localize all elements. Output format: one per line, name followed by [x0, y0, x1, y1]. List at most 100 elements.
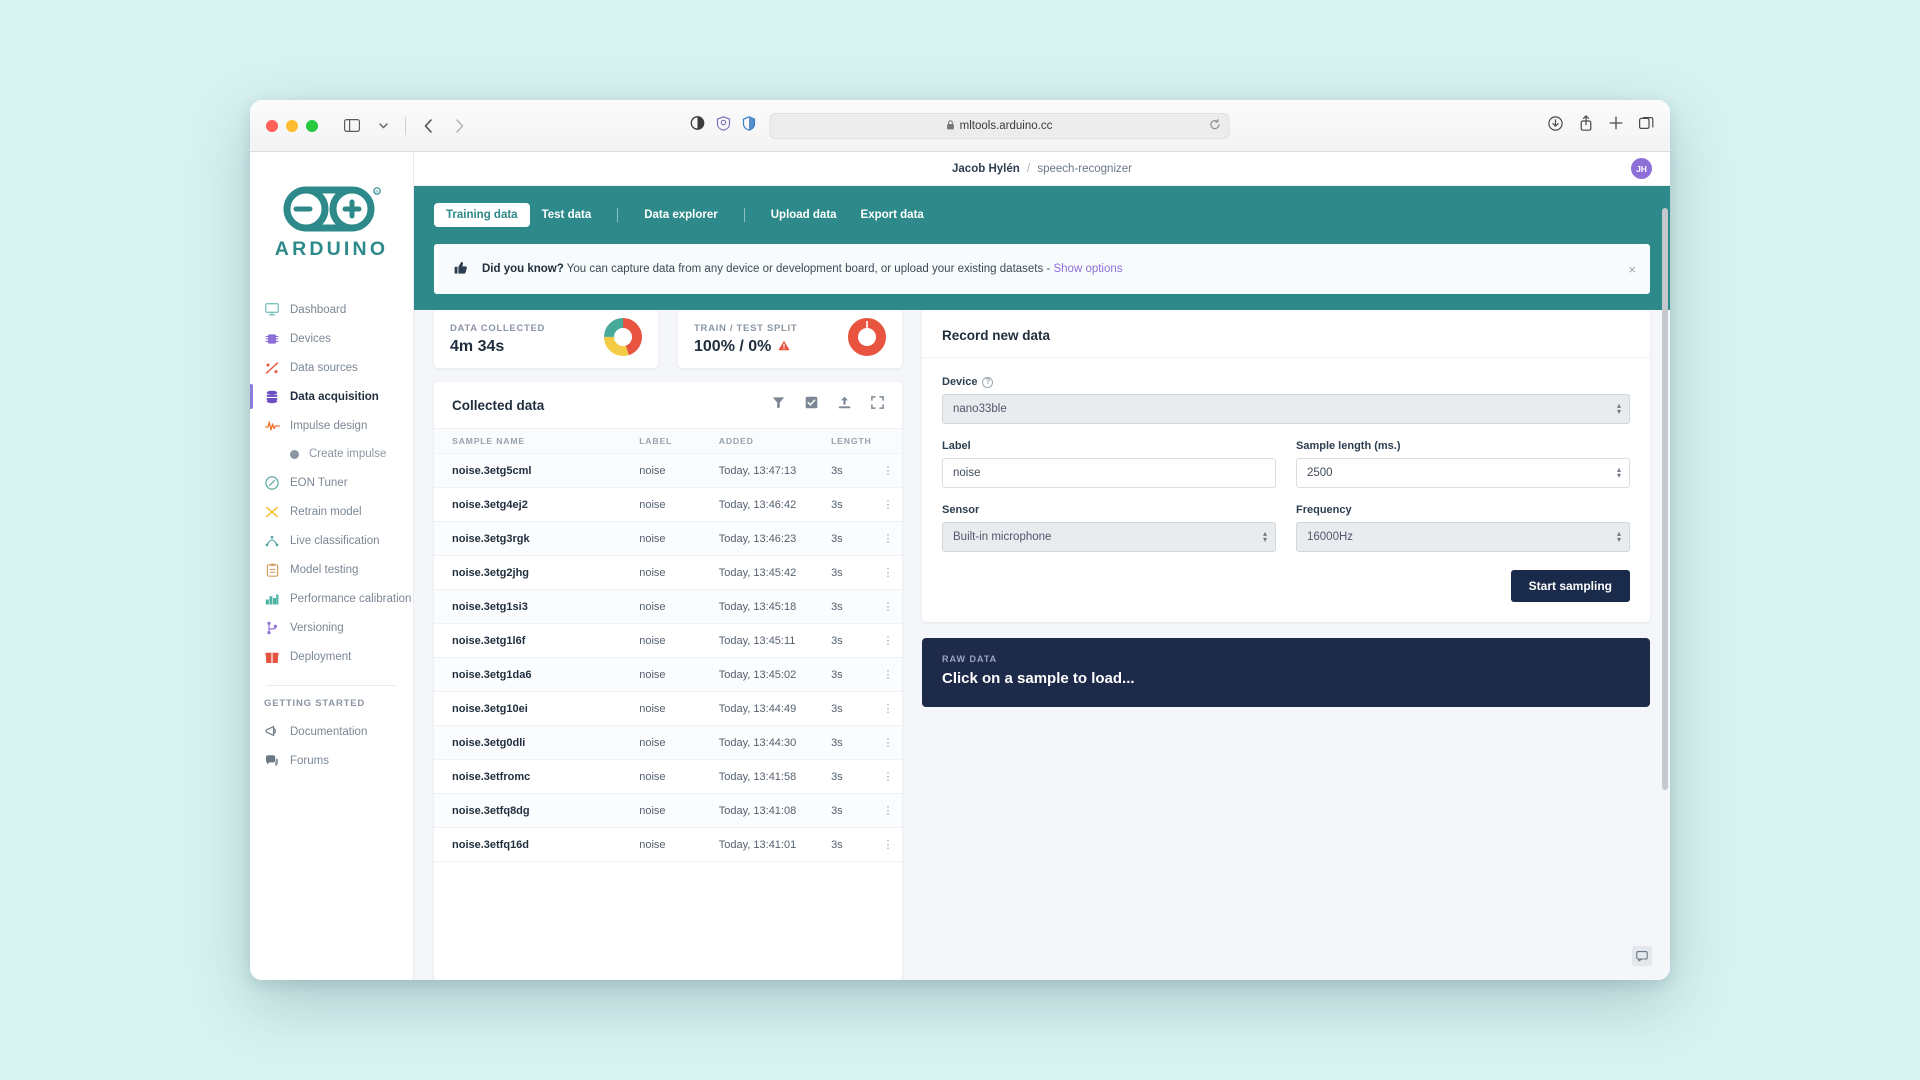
sensor-select[interactable]: Built-in microphone ▴ ▾	[942, 522, 1276, 552]
expand-icon[interactable]	[871, 396, 884, 414]
extension-icon[interactable]	[742, 115, 756, 136]
column-header-added[interactable]: ADDED	[700, 428, 814, 454]
feedback-icon[interactable]	[1632, 946, 1652, 966]
filter-icon[interactable]	[772, 396, 785, 414]
cell-sample-name[interactable]: noise.3etfq16d	[434, 827, 622, 862]
column-header-sample-name[interactable]: SAMPLE NAME	[434, 428, 622, 454]
cell-sample-name[interactable]: noise.3etg5cml	[434, 453, 622, 488]
sidebar-toggle-icon[interactable]	[338, 113, 366, 139]
label-input[interactable]: noise	[942, 458, 1276, 488]
number-stepper-icon[interactable]: ▴ ▾	[1616, 465, 1621, 480]
sidebar-item-forums[interactable]: Forums	[250, 746, 413, 775]
row-menu-icon[interactable]: ⋮	[873, 555, 902, 590]
row-menu-icon[interactable]: ⋮	[873, 657, 902, 692]
sidebar-item-dashboard[interactable]: Dashboard	[250, 295, 413, 324]
sidebar-item-create-impulse[interactable]: Create impulse	[250, 440, 413, 468]
cell-length: 3s	[813, 725, 874, 760]
sidebar-item-devices[interactable]: Devices	[250, 324, 413, 353]
tab-training-data[interactable]: Training data	[434, 203, 530, 227]
cell-sample-name[interactable]: noise.3etg2jhg	[434, 555, 622, 590]
table-row[interactable]: noise.3etg0dli noise Today, 13:44:30 3s ⋮	[434, 725, 902, 760]
row-menu-icon[interactable]: ⋮	[873, 623, 902, 658]
forward-arrow-icon[interactable]	[445, 113, 473, 139]
cell-sample-name[interactable]: noise.3etg1l6f	[434, 623, 622, 658]
row-menu-icon[interactable]: ⋮	[873, 827, 902, 862]
row-menu-icon[interactable]: ⋮	[873, 793, 902, 828]
start-sampling-button[interactable]: Start sampling	[1510, 570, 1630, 602]
download-icon[interactable]	[1548, 115, 1563, 136]
sidebar-item-data-acquisition[interactable]: Data acquisition	[250, 382, 413, 411]
column-header-length[interactable]: LENGTH	[813, 428, 874, 454]
sidebar-item-performance-calibration[interactable]: Performance calibration	[250, 584, 413, 613]
row-menu-icon[interactable]: ⋮	[873, 487, 902, 522]
column-header-label[interactable]: LABEL	[621, 428, 701, 454]
sidebar-item-versioning[interactable]: Versioning	[250, 613, 413, 642]
tab-test-data[interactable]: Test data	[541, 209, 592, 221]
upload-icon[interactable]	[838, 396, 851, 414]
breadcrumb-project[interactable]: speech-recognizer	[1037, 162, 1132, 175]
tab-data-explorer[interactable]: Data explorer	[644, 209, 718, 221]
sample-length-input[interactable]: 2500 ▴ ▾	[1296, 458, 1630, 488]
share-icon[interactable]	[1579, 115, 1593, 136]
table-row[interactable]: noise.3etg1da6 noise Today, 13:45:02 3s ⋮	[434, 657, 902, 692]
cell-sample-name[interactable]: noise.3etg0dli	[434, 725, 622, 760]
minimize-window-button[interactable]	[286, 119, 298, 132]
sidebar-item-model-testing[interactable]: Model testing	[250, 555, 413, 584]
cell-sample-name[interactable]: noise.3etg3rgk	[434, 521, 622, 556]
breadcrumb-user[interactable]: Jacob Hylén	[952, 162, 1020, 175]
row-menu-icon[interactable]: ⋮	[873, 589, 902, 624]
sidebar-item-live-classification[interactable]: Live classification	[250, 526, 413, 555]
address-bar[interactable]: mltools.arduino.cc	[769, 112, 1230, 139]
sidebar-item-retrain-model[interactable]: Retrain model	[250, 497, 413, 526]
table-row[interactable]: noise.3etg10ei noise Today, 13:44:49 3s ⋮	[434, 691, 902, 726]
cell-sample-name[interactable]: noise.3etfromc	[434, 759, 622, 794]
device-select[interactable]: nano33ble ▴ ▾	[942, 394, 1630, 424]
reader-mode-icon[interactable]	[690, 116, 705, 135]
sidebar-item-data-sources[interactable]: Data sources	[250, 353, 413, 382]
cell-sample-name[interactable]: noise.3etg4ej2	[434, 487, 622, 522]
table-row[interactable]: noise.3etg4ej2 noise Today, 13:46:42 3s ⋮	[434, 487, 902, 522]
new-tab-icon[interactable]	[1609, 116, 1623, 135]
row-menu-icon[interactable]: ⋮	[873, 521, 902, 556]
table-row[interactable]: noise.3etfromc noise Today, 13:41:58 3s ⋮	[434, 759, 902, 794]
scrollbar-thumb[interactable]	[1662, 208, 1668, 791]
table-row[interactable]: noise.3etfq8dg noise Today, 13:41:08 3s ⋮	[434, 793, 902, 828]
sidebar-item-deployment[interactable]: Deployment	[250, 642, 413, 671]
back-arrow-icon[interactable]	[414, 113, 442, 139]
sidebar-item-eon-tuner[interactable]: EON Tuner	[250, 468, 413, 497]
cell-sample-name[interactable]: noise.3etg10ei	[434, 691, 622, 726]
close-icon[interactable]: ×	[1628, 261, 1636, 277]
chevron-down-icon[interactable]	[369, 113, 397, 139]
table-row[interactable]: noise.3etg5cml noise Today, 13:47:13 3s ⋮	[434, 453, 902, 488]
avatar[interactable]: JH	[1631, 158, 1652, 179]
sensor-value: Built-in microphone	[953, 531, 1052, 543]
tab-export-data[interactable]: Export data	[860, 209, 924, 221]
tab-overview-icon[interactable]	[1639, 116, 1654, 135]
cell-sample-name[interactable]: noise.3etg1si3	[434, 589, 622, 624]
table-row[interactable]: noise.3etg1si3 noise Today, 13:45:18 3s ⋮	[434, 589, 902, 624]
table-row[interactable]: noise.3etg1l6f noise Today, 13:45:11 3s ⋮	[434, 623, 902, 658]
row-menu-icon[interactable]: ⋮	[873, 453, 902, 488]
table-scroll-area[interactable]: SAMPLE NAME LABEL ADDED LENGTH noise.3et…	[434, 428, 902, 980]
table-row[interactable]: noise.3etg3rgk noise Today, 13:46:23 3s ⋮	[434, 521, 902, 556]
reload-icon[interactable]	[1210, 118, 1221, 133]
frequency-select[interactable]: 16000Hz ▴ ▾	[1296, 522, 1630, 552]
help-circle-icon[interactable]: ?	[982, 376, 994, 388]
privacy-report-icon[interactable]	[716, 115, 731, 136]
row-menu-icon[interactable]: ⋮	[873, 691, 902, 726]
select-checkbox-icon[interactable]	[805, 396, 818, 414]
close-window-button[interactable]	[266, 119, 278, 132]
table-row[interactable]: noise.3etg2jhg noise Today, 13:45:42 3s ⋮	[434, 555, 902, 590]
table-row[interactable]: noise.3etfq16d noise Today, 13:41:01 3s ⋮	[434, 827, 902, 862]
brand-logo[interactable]: R ARDUINO	[250, 166, 413, 295]
cell-sample-name[interactable]: noise.3etg1da6	[434, 657, 622, 692]
show-options-link[interactable]: Show options	[1053, 263, 1123, 275]
page-scrollbar[interactable]	[1662, 208, 1668, 974]
sidebar-item-documentation[interactable]: Documentation	[250, 717, 413, 746]
sidebar-item-impulse-design[interactable]: Impulse design	[250, 411, 413, 440]
tab-upload-data[interactable]: Upload data	[770, 209, 837, 221]
row-menu-icon[interactable]: ⋮	[873, 759, 902, 794]
cell-sample-name[interactable]: noise.3etfq8dg	[434, 793, 622, 828]
maximize-window-button[interactable]	[306, 119, 318, 132]
row-menu-icon[interactable]: ⋮	[873, 725, 902, 760]
